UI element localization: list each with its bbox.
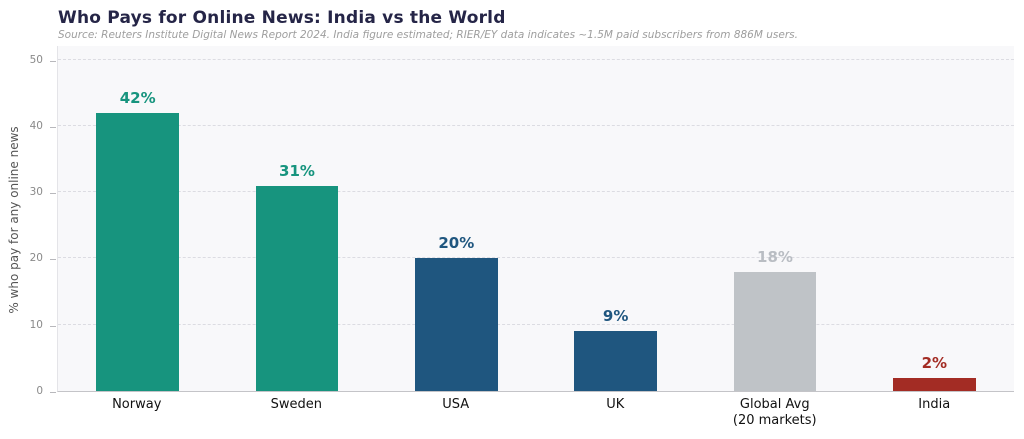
chart-subtitle: Source: Reuters Institute Digital News R… [58, 29, 798, 41]
bar-india [892, 377, 976, 391]
x-tick-label-norway: Norway [112, 397, 162, 412]
bar-uk [574, 331, 658, 391]
y-tick-mark-30 [50, 193, 56, 195]
bar-norway [96, 112, 180, 391]
bar-slot-global-avg: 18% [695, 46, 854, 391]
bar-value-label-india: 2% [921, 353, 948, 372]
y-tick-label-10: 10 [29, 318, 43, 331]
x-tick-label-usa: USA [442, 397, 470, 412]
x-tick-label-global-avg: Global Avg (20 markets) [732, 397, 817, 429]
gridline-10 [58, 323, 1014, 325]
y-tick-label-50: 50 [29, 53, 43, 66]
y-tick-mark-10 [50, 325, 56, 327]
x-tick-label-uk: UK [606, 397, 625, 412]
bar-global-avg [733, 271, 817, 391]
bar-usa [414, 258, 498, 391]
plot-area: 42% 31% 20% 9% 18% 2% [57, 46, 1014, 392]
y-tick-label-30: 30 [29, 186, 43, 199]
bar-value-label-sweden: 31% [279, 161, 315, 180]
gridline-40 [58, 124, 1014, 126]
bar-value-label-global-avg: 18% [757, 247, 793, 266]
bar-slot-norway: 42% [58, 46, 217, 391]
y-tick-mark-0 [50, 392, 56, 393]
bar-slot-uk: 9% [536, 46, 695, 391]
bar-sweden [255, 185, 339, 391]
gridline-50 [58, 58, 1014, 60]
chart-title: Who Pays for Online News: India vs the W… [58, 8, 506, 28]
gridline-20 [58, 257, 1014, 259]
y-tick-label-0: 0 [36, 385, 43, 397]
y-tick-mark-50 [50, 60, 56, 62]
bar-slot-india: 2% [855, 46, 1014, 391]
bar-value-label-usa: 20% [438, 234, 475, 253]
gridline-30 [58, 191, 1014, 193]
bar-value-label-norway: 42% [119, 88, 156, 107]
y-axis-label: % who pay for any online news [7, 126, 21, 314]
y-tick-label-20: 20 [29, 252, 43, 265]
y-tick-mark-20 [50, 259, 56, 261]
bar-slot-sweden: 31% [217, 46, 376, 391]
bar-value-label-uk: 9% [602, 307, 629, 326]
y-tick-mark-40 [50, 126, 56, 128]
x-tick-label-sweden: Sweden [270, 397, 322, 412]
x-tick-label-india: India [918, 397, 951, 412]
y-tick-label-40: 40 [29, 119, 43, 132]
bar-slot-usa: 20% [377, 46, 536, 391]
